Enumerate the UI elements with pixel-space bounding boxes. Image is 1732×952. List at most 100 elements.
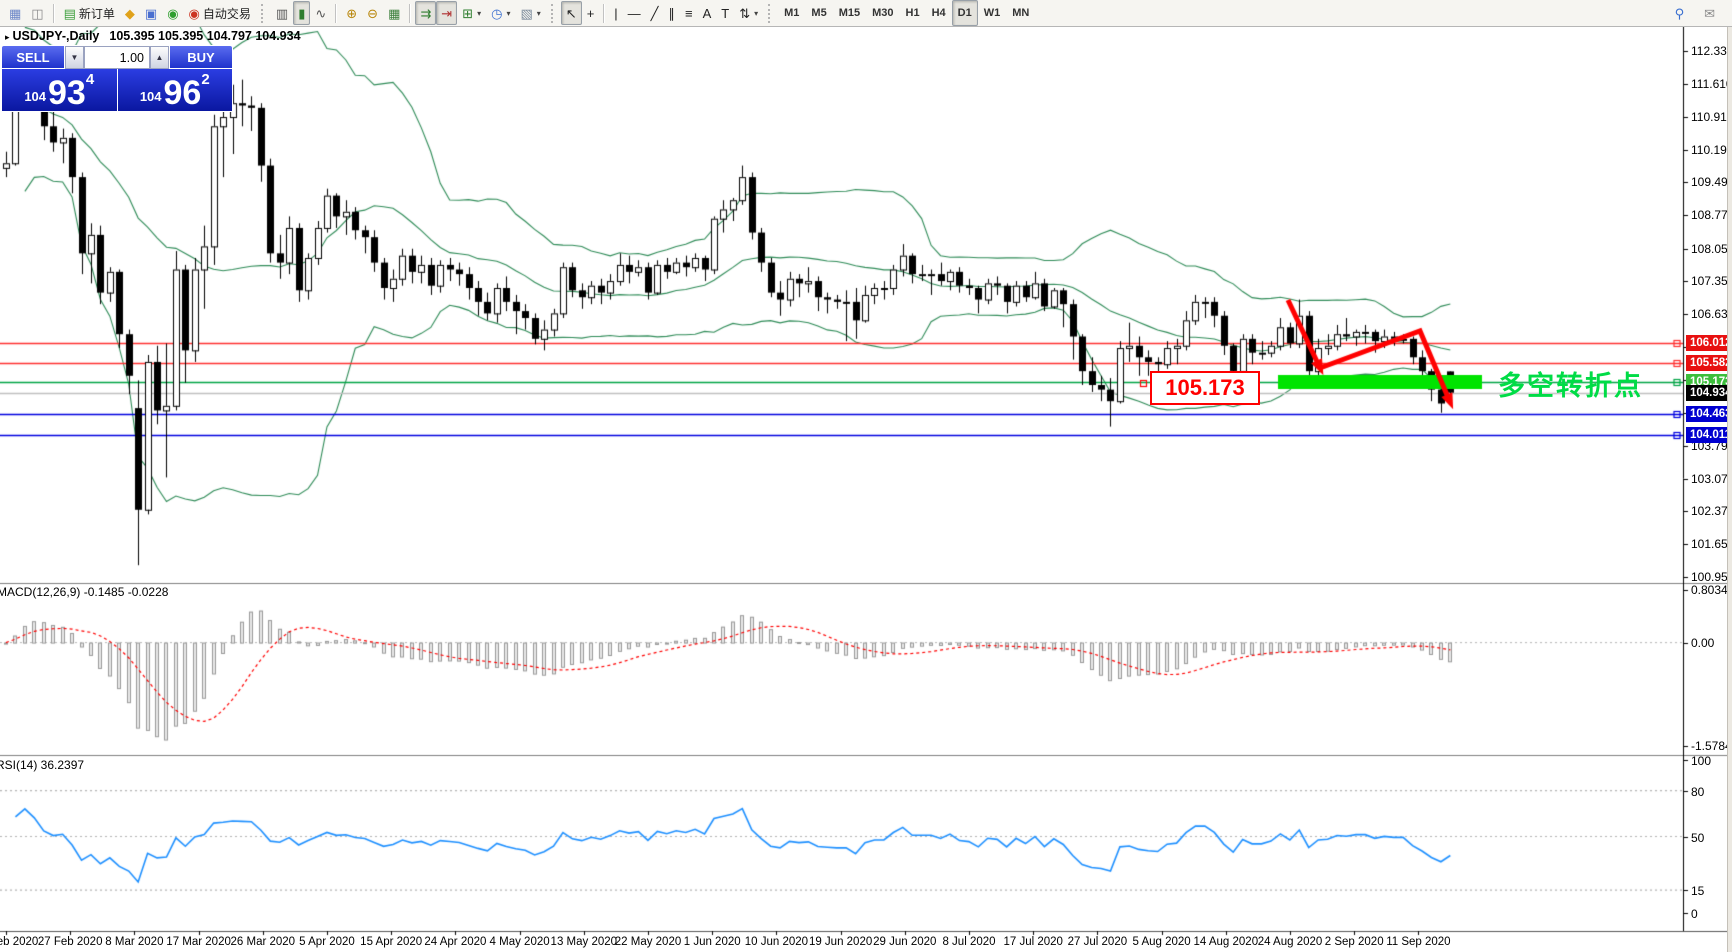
date-axis-label: 5 Aug 2020 <box>1132 936 1191 948</box>
text-button[interactable]: A <box>698 1 717 25</box>
volume-stepper: ▼ 1.00 ▲ <box>65 45 169 69</box>
arrows-button[interactable]: ⇅ ▾ <box>734 1 763 25</box>
bar-chart-button[interactable]: ▥ <box>271 1 293 25</box>
auto-scroll-button[interactable]: ⇉ <box>415 1 437 25</box>
toolbar-grip[interactable] <box>260 3 266 23</box>
price-tick-label: 109.490 <box>1691 175 1732 190</box>
date-axis-label: 11 Sep 2020 <box>1386 936 1451 948</box>
price-level-tag: 104.934 <box>1686 384 1732 401</box>
zoom-out-button[interactable]: ⊖ <box>362 1 383 25</box>
new-order-button-label: 新订单 <box>78 6 115 21</box>
candlestick-chart-button[interactable]: ▮ <box>293 1 311 25</box>
metaeditor-button[interactable]: ◆ <box>120 1 140 25</box>
price-tick-label: 108.050 <box>1691 241 1732 256</box>
clock-icon: ◷ <box>491 5 503 21</box>
chevron-down-icon[interactable]: ▾ <box>477 8 482 18</box>
autotrading-icon: ◉ <box>188 5 200 21</box>
equidistant-channel-button[interactable]: ∥ <box>664 1 681 25</box>
date-axis-label: 17 Mar 2020 <box>166 936 231 948</box>
date-axis-label: 2 Sep 2020 <box>1324 936 1384 948</box>
toolbar-grip[interactable] <box>550 3 556 23</box>
timeframe-mn[interactable]: MN <box>1012 7 1030 19</box>
cursor-button[interactable]: ↖ <box>560 1 582 25</box>
price-level-tag: 106.012 <box>1686 334 1732 351</box>
tile-windows-button[interactable]: ▦ <box>383 1 405 25</box>
price-annotation-box[interactable]: 105.173 <box>1150 371 1260 405</box>
zoom-in-button[interactable]: ⊕ <box>341 1 362 25</box>
date-axis-label: 1 Jun 2020 <box>683 936 741 948</box>
search-button[interactable]: ⚲ <box>1670 1 1690 25</box>
chart-profiles-button[interactable]: ◫ <box>26 1 48 25</box>
text-label-button[interactable]: T <box>716 1 734 25</box>
auto-scroll-icon: ⇉ <box>420 5 432 21</box>
chevron-down-icon[interactable]: ▾ <box>754 8 759 18</box>
date-axis-label: 24 Aug 2020 <box>1257 936 1323 948</box>
new-chart-icon: ▦ <box>9 5 22 21</box>
bar-chart-icon: ▥ <box>275 5 289 21</box>
timeframe-m30[interactable]: M30 <box>872 7 894 19</box>
zoom-out-icon: ⊖ <box>367 5 379 21</box>
chevron-down-icon[interactable]: ▾ <box>506 8 511 18</box>
timeframe-h4[interactable]: H4 <box>931 7 946 19</box>
price-tick-label: 112.330 <box>1691 44 1732 58</box>
templates-button[interactable]: ▧ ▾ <box>515 1 545 25</box>
autotrading-button[interactable]: ◉ 自动交易 <box>184 1 256 25</box>
buy-price-sup: 2 <box>201 71 210 88</box>
timeframe-m15[interactable]: M15 <box>838 7 861 19</box>
price-tick-label: 108.770 <box>1691 208 1732 223</box>
timeframe-d1[interactable]: D1 <box>951 0 978 26</box>
sell-button[interactable]: SELL <box>1 45 65 69</box>
new-order-button[interactable]: ▤ 新订单 <box>59 1 120 25</box>
volume-decrease-button[interactable]: ▼ <box>65 46 84 69</box>
horizontal-line-button[interactable]: — <box>623 1 646 25</box>
indicators-button[interactable]: ⊞ ▾ <box>457 1 486 25</box>
symbol-period-label: USDJPY-,Daily <box>12 29 100 43</box>
timeframe-m1[interactable]: M1 <box>784 7 800 19</box>
timeframe-h1[interactable]: H1 <box>905 7 920 19</box>
new-chart-button[interactable]: ▦ <box>4 1 26 25</box>
price-level-tag: 104.011 <box>1686 427 1732 444</box>
date-axis-label: 13 May 2020 <box>550 936 618 948</box>
vertical-line-button[interactable]: | <box>609 1 622 25</box>
market-watch-button[interactable]: ◉ <box>162 1 183 25</box>
date-axis-label: 29 Jun 2020 <box>873 936 937 948</box>
volume-input[interactable]: 1.00 <box>84 46 150 69</box>
toolbar-grip[interactable] <box>768 3 773 23</box>
horizontal-line-icon: — <box>627 5 641 21</box>
search-icon: ⚲ <box>1674 5 1685 21</box>
periods-button[interactable]: ◷ ▾ <box>486 1 515 25</box>
metaeditor-icon: ◆ <box>124 5 135 21</box>
timeframe-m5[interactable]: M5 <box>811 7 827 19</box>
sell-price[interactable]: 104 93 4 <box>2 69 118 111</box>
one-click-trading-panel: SELL ▼ 1.00 ▲ BUY 104 93 4 104 96 2 <box>1 45 233 112</box>
buy-button[interactable]: BUY <box>169 45 233 69</box>
crosshair-button[interactable]: + <box>582 1 600 25</box>
templates-icon: ▧ <box>520 5 533 21</box>
chart-shift-button[interactable]: ⇥ <box>436 1 458 25</box>
rsi-tick-label: 80 <box>1691 784 1705 799</box>
buy-price[interactable]: 104 96 2 <box>118 69 233 111</box>
rsi-indicator-label: RSI(14) 36.2397 <box>0 758 85 772</box>
chevron-down-icon[interactable]: ▾ <box>536 8 541 18</box>
price-tick-label: 110.190 <box>1691 142 1732 157</box>
window-right-edge <box>1727 0 1732 952</box>
trendline-button[interactable]: ╱ <box>646 1 664 25</box>
date-axis-label: 14 Aug 2020 <box>1193 936 1259 948</box>
turning-point-note[interactable]: 多空转折点 <box>1498 364 1643 403</box>
rsi-tick-label: 50 <box>1691 830 1705 845</box>
volume-increase-button[interactable]: ▲ <box>150 46 169 69</box>
terminal-button[interactable]: ▣ <box>140 1 162 25</box>
macd-tick-label: 0.8034 <box>1691 582 1728 597</box>
ohlc-values: 105.395 105.395 104.797 104.934 <box>109 29 301 43</box>
price-level-tag: 104.463 <box>1686 406 1732 423</box>
price-tick-label: 107.350 <box>1691 274 1732 289</box>
price-tick-label: 106.630 <box>1691 307 1732 322</box>
line-chart-button[interactable]: ∿ <box>310 1 331 25</box>
crosshair-icon: + <box>586 5 595 21</box>
timeframe-w1[interactable]: W1 <box>983 7 1001 19</box>
fibonacci-button[interactable]: ≡ <box>680 1 698 25</box>
date-axis-label: 27 Feb 2020 <box>37 936 103 948</box>
community-chat-button[interactable]: ✉ <box>1699 1 1720 25</box>
